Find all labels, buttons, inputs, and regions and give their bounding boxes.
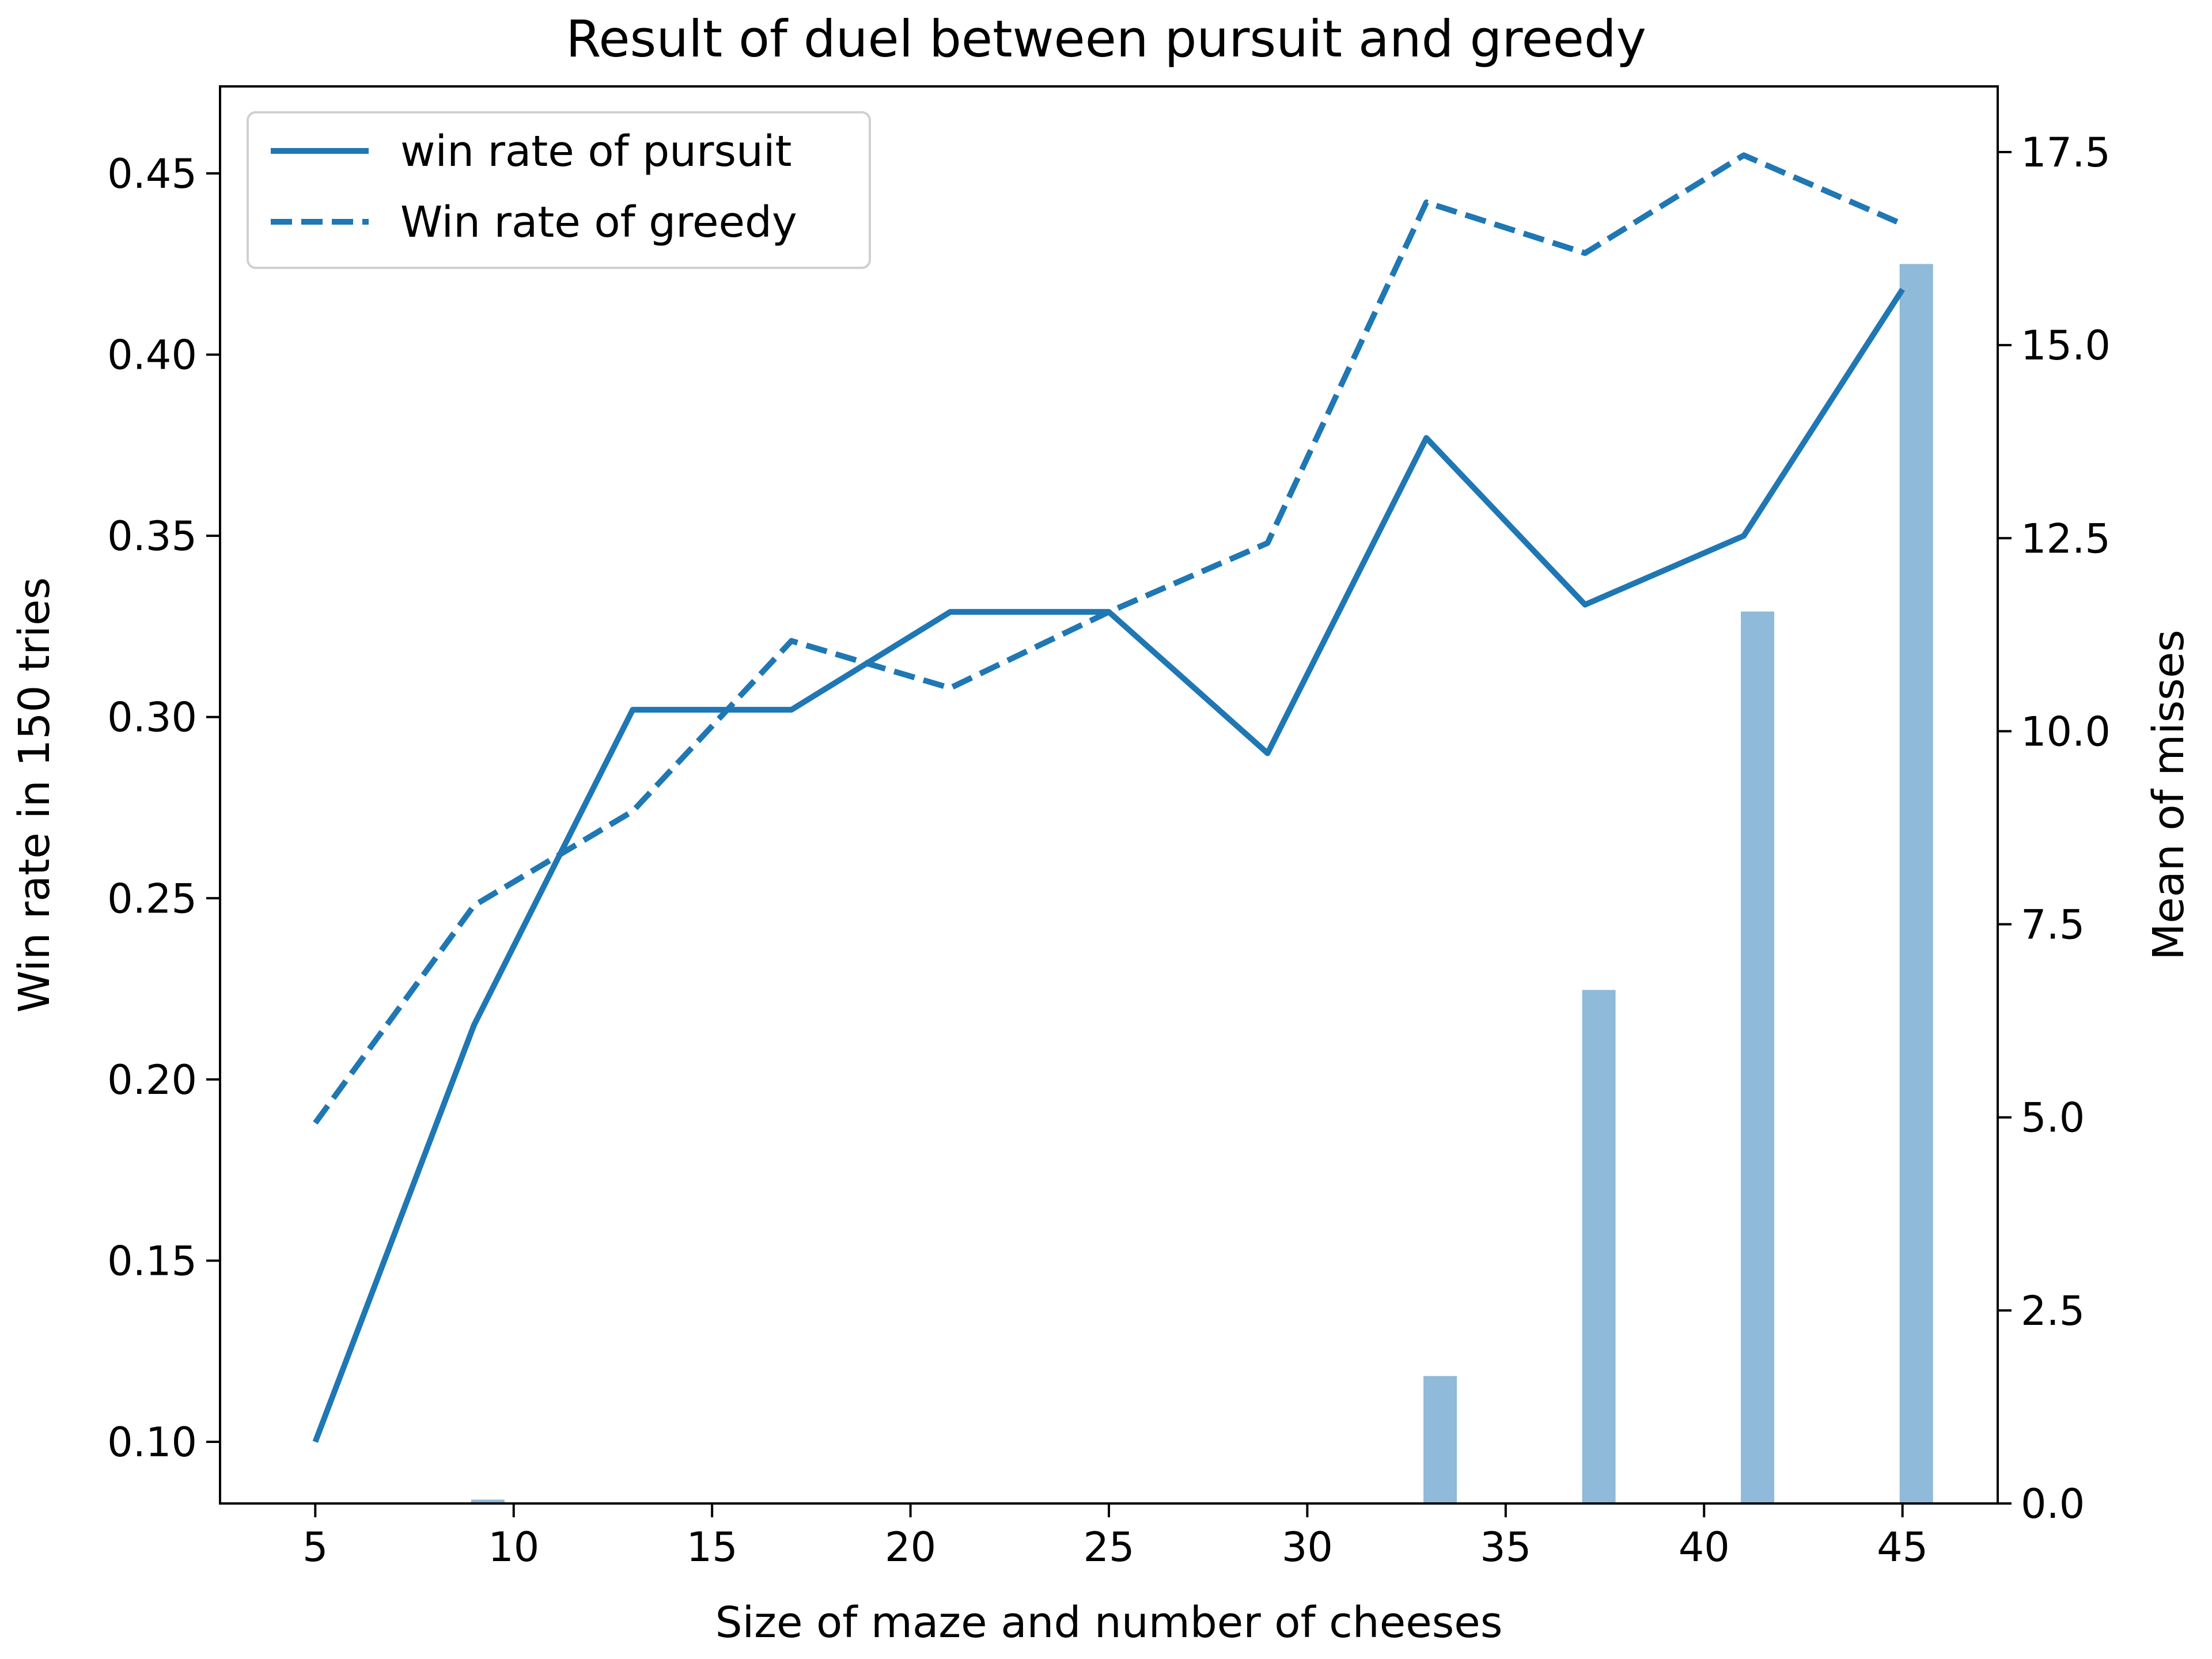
bar-misses-33 (1423, 1376, 1457, 1503)
x-axis-label: Size of maze and number of cheeses (715, 1598, 1503, 1647)
y-tick-label: 0.10 (107, 1419, 197, 1466)
y-axis-left: 0.10 0.15 0.20 0.25 0.30 0.35 0.40 0.45 (107, 150, 220, 1466)
y2-tick-label: 0.0 (2021, 1480, 2085, 1528)
y-tick-label: 0.20 (107, 1056, 197, 1104)
y2-tick-label: 5.0 (2021, 1094, 2085, 1142)
bar-misses-45 (1899, 264, 1933, 1503)
y-tick-label: 0.30 (107, 694, 197, 741)
chart-title: Result of duel between pursuit and greed… (566, 9, 1646, 69)
x-tick-label: 15 (687, 1524, 738, 1571)
y2-tick-label: 17.5 (2021, 129, 2111, 176)
x-tick-label: 45 (1877, 1524, 1928, 1571)
legend-label-pursuit: win rate of pursuit (400, 127, 792, 176)
y-tick-label: 0.35 (107, 513, 197, 560)
x-tick-label: 10 (488, 1524, 539, 1571)
y2-axis-label: Mean of misses (2144, 630, 2194, 960)
bar-misses-37 (1582, 990, 1616, 1503)
y2-tick-label: 7.5 (2021, 902, 2085, 949)
line-greedy (313, 152, 1904, 1125)
x-tick-label: 20 (885, 1524, 936, 1571)
y-axis-label: Win rate in 150 tries (10, 577, 59, 1013)
y2-tick-label: 15.0 (2021, 322, 2111, 369)
x-tick-label: 30 (1282, 1524, 1333, 1571)
y2-tick-label: 2.5 (2021, 1287, 2085, 1335)
x-tick-label: 5 (302, 1524, 328, 1571)
line-series (312, 152, 1905, 1443)
bar-misses-9 (471, 1499, 505, 1503)
y-tick-label: 0.25 (107, 875, 197, 922)
y-tick-label: 0.15 (107, 1237, 197, 1285)
legend: win rate of pursuit Win rate of greedy (247, 111, 871, 269)
y2-tick-label: 10.0 (2021, 708, 2111, 755)
x-tick-label: 25 (1083, 1524, 1134, 1571)
y-tick-label: 0.40 (107, 332, 197, 379)
y-axis-right: 0.0 2.5 5.0 7.5 10.0 12.5 15.0 17.5 (1998, 129, 2111, 1528)
legend-box (247, 111, 871, 269)
bar-series (471, 264, 1933, 1503)
legend-label-greedy: Win rate of greedy (400, 198, 797, 247)
y2-tick-label: 12.5 (2021, 515, 2111, 562)
x-tick-label: 40 (1679, 1524, 1730, 1571)
x-axis: 5 10 15 20 25 30 35 40 45 (302, 1503, 1928, 1571)
bar-misses-41 (1741, 611, 1775, 1503)
y-tick-label: 0.45 (107, 150, 197, 198)
x-tick-label: 35 (1480, 1524, 1531, 1571)
